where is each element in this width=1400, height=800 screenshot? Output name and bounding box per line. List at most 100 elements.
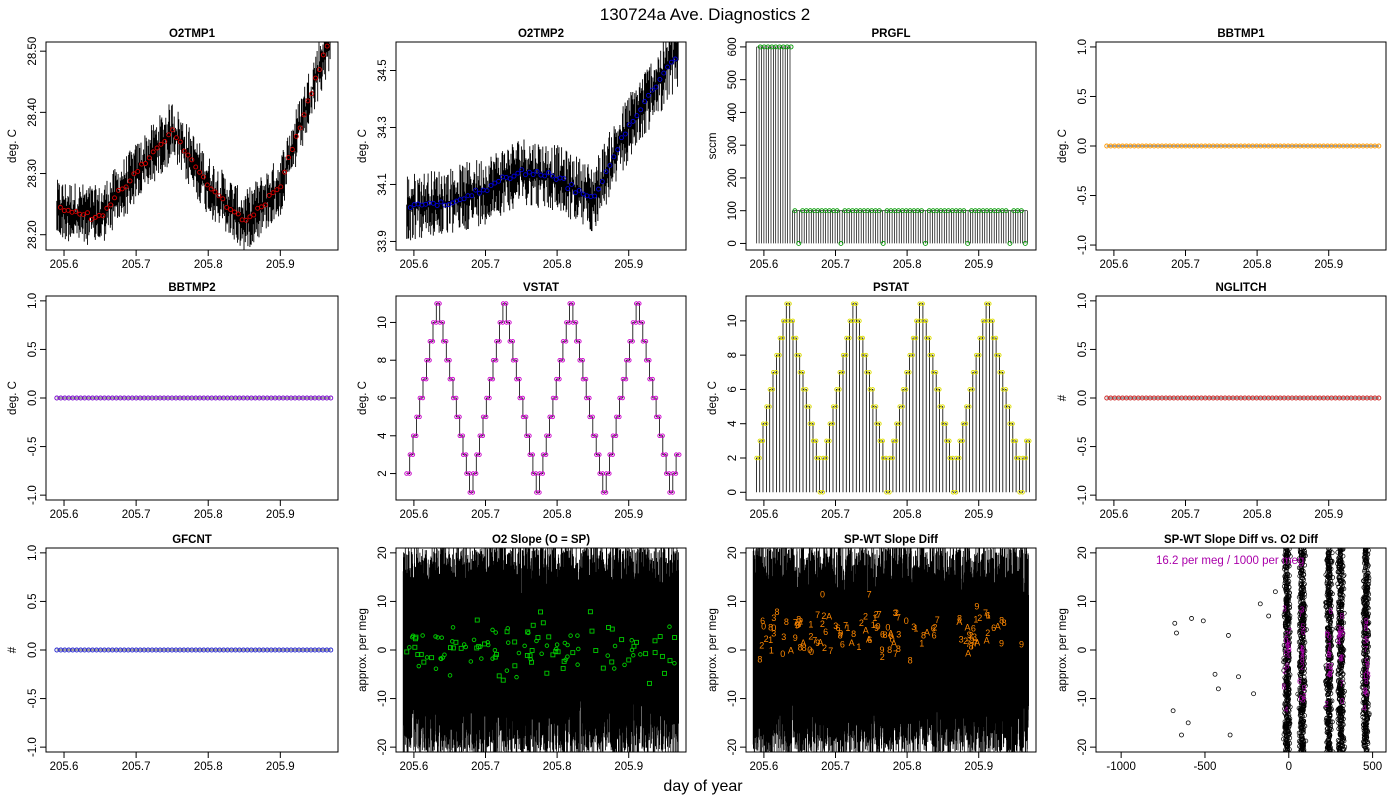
average-symbol: 6: [985, 611, 990, 621]
average-point: [860, 352, 866, 358]
average-point: [477, 452, 482, 457]
average-point: [1023, 455, 1029, 461]
average-point: [193, 164, 199, 170]
scatter-point: [1297, 743, 1302, 749]
average-point: [1000, 387, 1006, 392]
average-point: [235, 211, 241, 217]
y-axis-label: #: [1057, 394, 1069, 401]
average-symbol: 3: [1300, 605, 1305, 614]
average-symbol: 0: [1340, 697, 1345, 706]
scatter-point: [1284, 638, 1290, 643]
average-point: [577, 339, 582, 344]
y-axis-label: approx. per meg: [357, 608, 369, 692]
average-symbol: 3: [1328, 670, 1333, 679]
average-point: [764, 404, 769, 409]
plot-area: [56, 42, 331, 250]
scatter-point: [1302, 713, 1307, 718]
average-point: [539, 651, 544, 657]
average-point: [670, 471, 676, 476]
average-symbol: 1: [1287, 651, 1292, 660]
y-tick-label: 0: [377, 647, 389, 653]
y-axis-label: deg. C: [1057, 129, 1069, 163]
average-point: [961, 208, 967, 214]
average-point: [418, 651, 424, 657]
average-point: [607, 471, 612, 476]
x-tick-label: 205.9: [266, 259, 295, 271]
average-symbol: A: [956, 617, 962, 627]
average-point: [763, 421, 769, 426]
raw-data-trace: [406, 42, 679, 241]
average-symbol: 7: [843, 621, 848, 631]
average-point: [611, 666, 617, 671]
average-point: [596, 186, 601, 192]
plot-area: [54, 395, 334, 401]
scatter-point: [1363, 681, 1369, 687]
average-point: [1026, 438, 1032, 444]
average-symbol: 6: [1328, 607, 1333, 616]
average-point: [867, 387, 873, 392]
x-tick-label: 205.7: [821, 761, 850, 773]
average-symbol: 8: [1326, 662, 1331, 671]
average-point: [910, 352, 915, 358]
average-symbol: 7: [1287, 627, 1292, 636]
scatter-point: [1363, 729, 1369, 735]
average-point: [661, 70, 667, 76]
average-point: [81, 212, 87, 218]
average-point: [619, 135, 624, 141]
average-point: [820, 490, 826, 495]
average-symbol: 1: [1338, 629, 1343, 638]
scatter-point: [1365, 629, 1371, 634]
average-point: [474, 645, 480, 651]
average-symbol: 3: [771, 629, 776, 639]
average-point: [520, 414, 526, 420]
scatter-point: [1361, 648, 1367, 653]
scatter-point: [1287, 720, 1292, 726]
scatter-point: [1338, 647, 1344, 652]
scatter-point: [1336, 726, 1342, 732]
average-symbol: 2: [759, 640, 764, 650]
outlier-point: [1236, 674, 1241, 680]
scatter-point: [1284, 708, 1290, 714]
panel-bbtmp1: BBTMP1 deg. C 205.6 205.7 205.8 205.9 -1.0 -0.5…: [1057, 28, 1387, 271]
y-tick-label: 4: [727, 420, 739, 427]
average-symbol: 8: [1337, 631, 1342, 640]
y-axis-label: #: [7, 646, 19, 653]
scatter-point: [1325, 582, 1331, 588]
scatter-point: [1362, 573, 1368, 579]
scatter-point: [1327, 671, 1333, 677]
scatter-point: [1286, 712, 1292, 718]
scatter-point: [1286, 717, 1292, 723]
plot-frame: [745, 41, 1037, 251]
plot-area: [754, 301, 1032, 495]
average-point: [525, 629, 531, 635]
y-axis-label: deg. C: [357, 129, 369, 163]
y-tick-label: 28.20: [27, 220, 39, 249]
panel-spwtvso2: SP-WT Slope Diff vs. O2 Diff approx. per …: [1057, 534, 1387, 773]
average-point: [1014, 455, 1019, 461]
scatter-point: [1364, 560, 1370, 566]
average-point: [603, 490, 609, 495]
x-tick-label: 205.6: [400, 259, 429, 271]
average-point: [522, 643, 527, 649]
scatter-point: [1298, 726, 1304, 732]
x-tick-label: 205.8: [893, 761, 922, 773]
average-point: [993, 335, 999, 341]
y-tick-label: -1.0: [1077, 235, 1089, 255]
average-point: [1004, 404, 1009, 409]
average-symbol: 0: [875, 622, 880, 632]
average-symbol: 0: [761, 621, 766, 631]
x-tick-label: 205.7: [471, 259, 500, 271]
x-tick-label: 205.9: [266, 509, 295, 521]
scatter-point: [1327, 713, 1333, 719]
average-point: [797, 352, 802, 358]
scatter-point: [1298, 659, 1303, 664]
average-symbol: 6: [888, 631, 893, 641]
scatter-point: [1326, 551, 1332, 556]
average-symbol: 3: [911, 622, 916, 632]
average-point: [810, 438, 816, 444]
scatter-point: [1339, 732, 1345, 738]
average-symbol: 1: [871, 620, 876, 630]
average-point: [477, 433, 483, 439]
